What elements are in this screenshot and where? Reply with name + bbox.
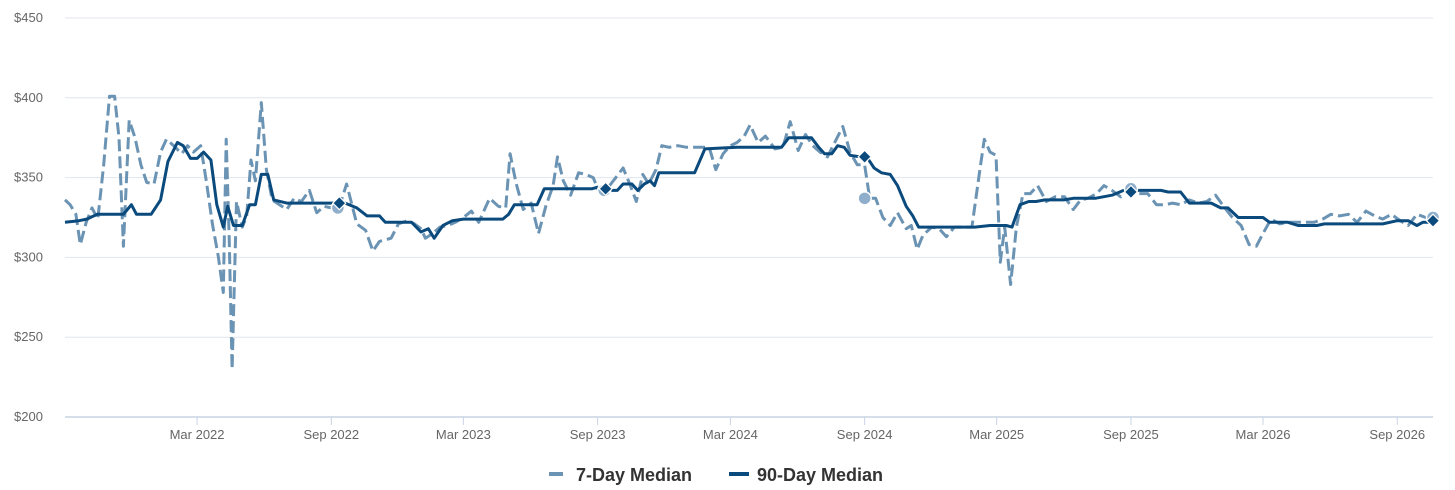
- x-tick-label: Mar 2025: [969, 427, 1024, 442]
- legend-label-7-day-median: 7-Day Median: [576, 465, 692, 485]
- y-tick-label: $200: [14, 409, 43, 424]
- series-markers: [330, 149, 1441, 229]
- legend-item-7-day-median[interactable]: 7-Day Median: [549, 465, 692, 485]
- x-tick-label: Sep 2026: [1369, 427, 1425, 442]
- marker-90-day-median: [598, 181, 613, 197]
- legend-item-90-day-median[interactable]: 90-Day Median: [729, 465, 883, 485]
- x-tick-label: Sep 2024: [837, 427, 893, 442]
- marker-90-day-median: [857, 149, 872, 165]
- legend[interactable]: 7-Day Median 90-Day Median: [549, 465, 883, 485]
- x-tick-label: Mar 2024: [703, 427, 758, 442]
- x-tick-label: Sep 2025: [1103, 427, 1159, 442]
- y-tick-label: $250: [14, 329, 43, 344]
- y-tick-label: $400: [14, 90, 43, 105]
- marker-90-day-median: [331, 195, 347, 211]
- x-tick-label: Mar 2026: [1236, 427, 1291, 442]
- y-tick-label: $350: [14, 170, 43, 185]
- x-tick-label: Sep 2022: [303, 427, 359, 442]
- series-line-90-day-median: [64, 136, 1433, 240]
- y-tick-label: $300: [14, 249, 43, 264]
- x-tick-label: Sep 2023: [570, 427, 626, 442]
- marker-7-day-median: [857, 191, 872, 206]
- y-tick-label: $450: [14, 10, 43, 25]
- x-tick-label: Mar 2022: [170, 427, 225, 442]
- marker-90-day-median: [1425, 213, 1441, 229]
- x-tick-label: Mar 2023: [436, 427, 491, 442]
- series-line-7-day-median: [63, 94, 1433, 371]
- marker-90-day-median: [1123, 184, 1139, 200]
- y-axis: $200 $250 $300 $350 $400 $450: [14, 10, 43, 424]
- legend-label-90-day-median: 90-Day Median: [757, 465, 883, 485]
- gridlines: [65, 17, 1433, 338]
- x-axis: Mar 2022 Sep 2022 Mar 2023 Sep 2023 Mar 2024…: [65, 416, 1433, 442]
- series-lines: [63, 94, 1433, 371]
